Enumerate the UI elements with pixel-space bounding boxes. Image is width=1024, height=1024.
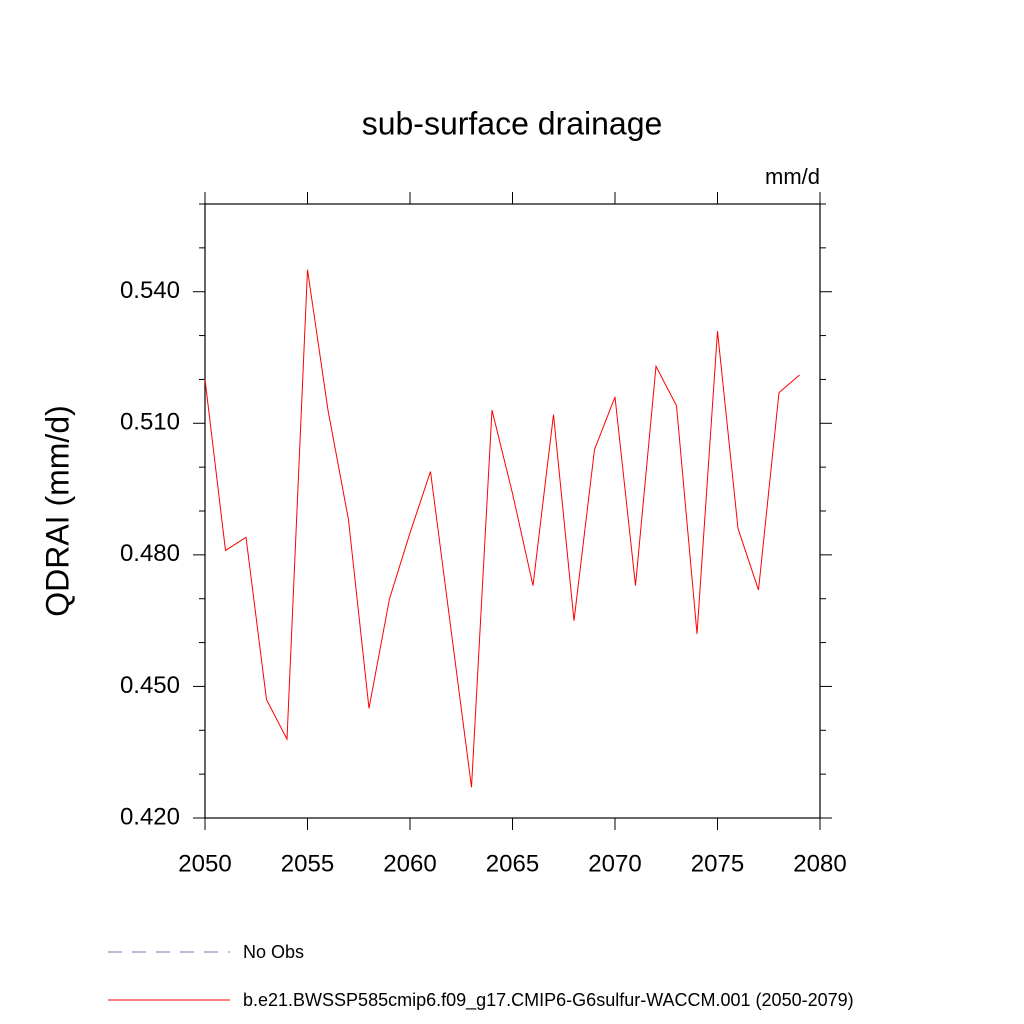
chart-title: sub-surface drainage (362, 105, 663, 141)
y-tick-label: 0.480 (120, 540, 180, 567)
y-tick-label: 0.540 (120, 277, 180, 304)
x-tick-label: 2070 (588, 850, 641, 877)
x-tick-label: 2060 (383, 850, 436, 877)
data-line (204, 269, 800, 788)
x-tick-label: 2050 (178, 850, 231, 877)
x-tick-label: 2065 (486, 850, 539, 877)
x-tick-label: 2075 (691, 850, 744, 877)
legend-label: No Obs (243, 942, 304, 962)
x-tick-label: 2080 (793, 850, 846, 877)
legend-label: b.e21.BWSSP585cmip6.f09_g17.CMIP6-G6sulf… (243, 990, 854, 1011)
y-tick-label: 0.420 (120, 803, 180, 830)
y-tick-label: 0.510 (120, 409, 180, 436)
x-tick-label: 2055 (281, 850, 334, 877)
y-axis-label: QDRAI (mm/d) (39, 405, 75, 617)
units-label: mm/d (765, 164, 820, 189)
y-tick-label: 0.450 (120, 672, 180, 699)
